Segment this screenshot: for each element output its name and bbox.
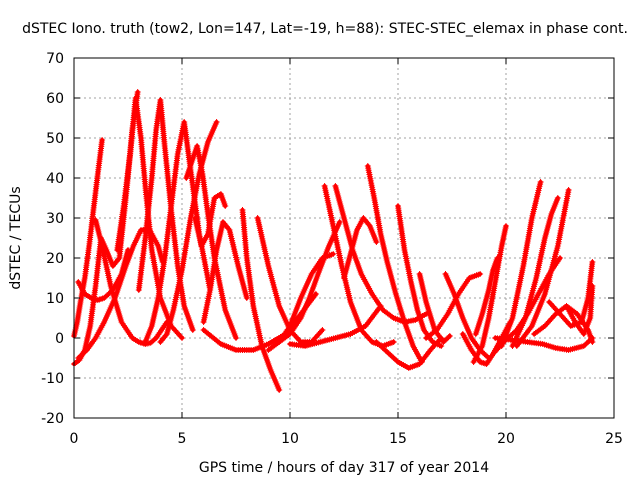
series-pass-29 bbox=[470, 223, 509, 365]
y-tick-label: 10 bbox=[46, 291, 64, 307]
y-tick-label: 60 bbox=[46, 91, 64, 107]
y-tick-label: 30 bbox=[46, 211, 64, 227]
series-markers bbox=[364, 163, 425, 365]
series-pass-23 bbox=[373, 335, 445, 371]
series-pass-35 bbox=[492, 335, 596, 353]
x-axis-label: GPS time / hours of day 317 of year 2014 bbox=[199, 460, 489, 476]
series-markers bbox=[254, 215, 326, 345]
series-pass-7 bbox=[135, 97, 196, 333]
series-markers bbox=[498, 179, 544, 349]
x-tick-label: 15 bbox=[389, 431, 407, 447]
series-markers bbox=[563, 283, 596, 337]
x-tick-label: 5 bbox=[178, 431, 187, 447]
series-markers bbox=[416, 271, 453, 345]
series-markers bbox=[265, 251, 337, 353]
series-markers bbox=[239, 207, 283, 393]
y-tick-label: 0 bbox=[55, 331, 64, 347]
plot-frame bbox=[73, 57, 615, 419]
series-pass-20 bbox=[287, 303, 384, 349]
y-tick-label: 40 bbox=[46, 171, 64, 187]
x-tick-label: 10 bbox=[281, 431, 299, 447]
y-axis: -20 -10 0 10 20 30 40 50 60 70 bbox=[41, 51, 614, 427]
series-pass-32 bbox=[498, 179, 544, 349]
y-axis-label: dSTEC / TECUs bbox=[8, 186, 24, 289]
series-pass-21 bbox=[364, 163, 425, 365]
x-axis: 0 5 10 15 20 25 bbox=[70, 58, 623, 447]
x-tick-label: 20 bbox=[497, 431, 515, 447]
series-pass-30 bbox=[472, 255, 501, 337]
x-tick-label: 0 bbox=[70, 431, 79, 447]
series-markers bbox=[509, 195, 561, 349]
y-tick-label: 50 bbox=[46, 131, 64, 147]
chart-title: dSTEC Iono. truth (tow2, Lon=147, Lat=-1… bbox=[22, 21, 628, 37]
series-pass-6 bbox=[114, 95, 185, 341]
series-markers bbox=[200, 219, 250, 325]
y-tick-label: 70 bbox=[46, 51, 64, 67]
series-pass-12 bbox=[200, 219, 250, 325]
series-markers bbox=[341, 215, 380, 281]
series-pass-13 bbox=[239, 207, 283, 393]
series-group bbox=[71, 89, 596, 393]
series-markers bbox=[513, 187, 572, 349]
x-tick-label: 25 bbox=[605, 431, 623, 447]
series-pass-24 bbox=[395, 203, 445, 349]
y-tick-label: 20 bbox=[46, 251, 64, 267]
series-markers bbox=[287, 303, 384, 349]
series-markers bbox=[470, 223, 509, 365]
series-pass-22 bbox=[341, 215, 380, 281]
series-markers bbox=[192, 191, 229, 249]
series-markers bbox=[472, 255, 501, 337]
series-pass-34 bbox=[513, 187, 572, 349]
series-markers bbox=[546, 259, 596, 329]
y-tick-label: -10 bbox=[41, 371, 64, 387]
series-pass-38 bbox=[563, 283, 596, 337]
y-tick-label: -20 bbox=[41, 411, 64, 427]
series-markers bbox=[75, 227, 166, 361]
series-markers bbox=[492, 335, 596, 353]
series-pass-33 bbox=[509, 195, 561, 349]
series-pass-11 bbox=[192, 191, 229, 249]
series-pass-17 bbox=[265, 251, 337, 353]
